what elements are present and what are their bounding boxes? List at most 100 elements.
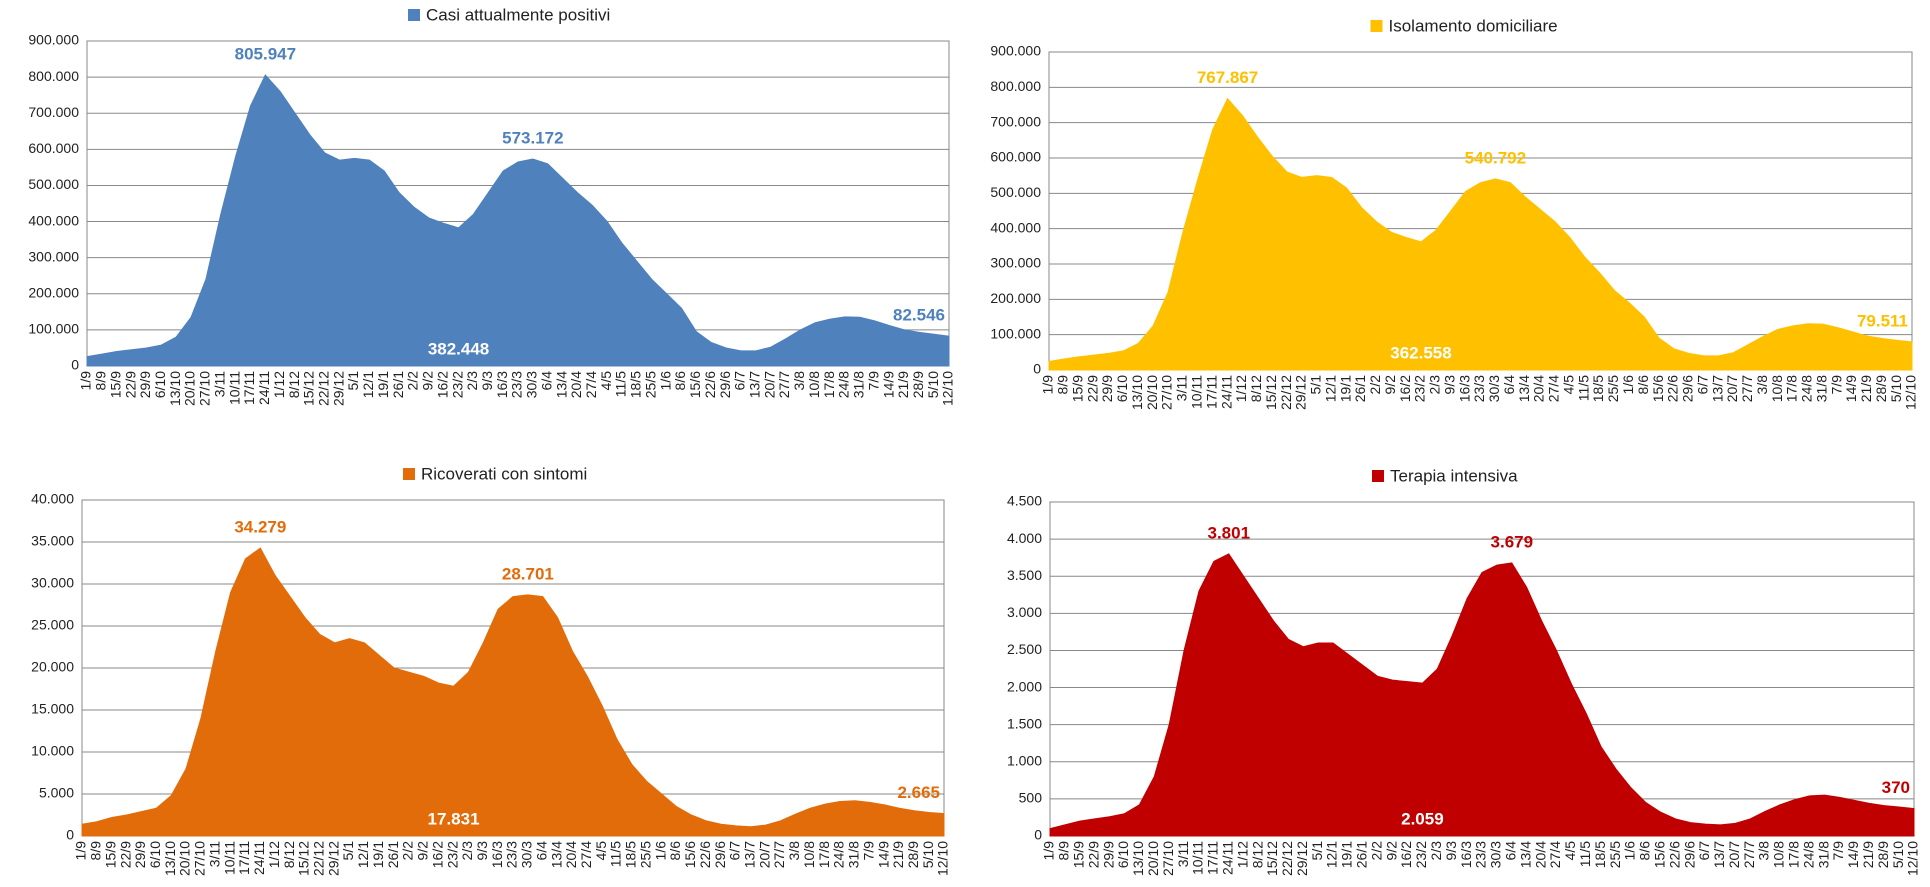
x-tick-label: 29/9	[137, 371, 153, 398]
y-tick-label: 35.000	[31, 533, 74, 549]
value-label: 382.448	[428, 339, 489, 358]
x-tick-label: 29/12	[1293, 375, 1309, 410]
x-tick-label: 5/10	[1888, 375, 1904, 402]
x-tick-label: 14/9	[1845, 841, 1861, 868]
y-tick-label: 900.000	[990, 43, 1041, 59]
x-tick-label: 19/1	[1339, 841, 1355, 868]
x-tick-label: 6/4	[1502, 841, 1518, 861]
value-label: 370	[1882, 778, 1910, 797]
x-tick-label: 1/9	[1041, 841, 1057, 861]
x-tick-label: 15/9	[102, 841, 118, 868]
x-tick-label: 15/6	[1651, 841, 1667, 868]
y-tick-label: 300.000	[990, 255, 1041, 271]
x-tick-label: 2/2	[1368, 841, 1384, 861]
y-tick-label: 10.000	[31, 743, 74, 759]
x-tick-label: 16/3	[494, 371, 510, 398]
x-tick-label: 13/4	[1517, 841, 1533, 868]
x-tick-label: 12/1	[1322, 375, 1338, 402]
x-tick-label: 15/12	[1264, 841, 1280, 876]
x-tick-label: 5/1	[340, 841, 356, 861]
x-tick-label: 19/1	[370, 841, 386, 868]
x-tick-label: 13/7	[746, 371, 762, 398]
y-tick-label: 900.000	[28, 32, 79, 48]
x-tick-label: 23/3	[1473, 841, 1489, 868]
y-tick-label: 200.000	[28, 284, 79, 300]
x-tick-label: 3/11	[1175, 841, 1191, 867]
x-tick-label: 31/8	[851, 371, 867, 398]
x-tick-label: 23/2	[1412, 375, 1428, 402]
x-tick-label: 5/10	[1890, 841, 1906, 868]
x-tick-label: 18/5	[1592, 841, 1608, 868]
x-tick-label: 31/8	[846, 841, 862, 868]
x-tick-label: 2/3	[1427, 375, 1443, 395]
x-tick-label: 21/9	[1860, 841, 1876, 868]
area	[86, 74, 950, 367]
y-tick-label: 700.000	[990, 113, 1041, 129]
x-tick-label: 9/3	[479, 371, 495, 391]
x-tick-label: 27/4	[583, 371, 599, 398]
x-tick-label: 1/6	[657, 371, 673, 391]
x-tick-label: 6/7	[727, 841, 743, 861]
x-tick-label: 17/8	[821, 371, 837, 398]
x-tick-label: 29/9	[1100, 841, 1116, 868]
x-tick-label: 5/1	[1309, 841, 1325, 861]
x-tick-label: 22/6	[1665, 375, 1681, 402]
x-tick-label: 24/8	[831, 841, 847, 868]
x-tick-label: 23/3	[504, 841, 520, 868]
area	[1048, 97, 1913, 371]
x-tick-label: 16/2	[1397, 375, 1413, 402]
y-tick-label: 400.000	[990, 219, 1041, 235]
x-tick-label: 2/3	[459, 841, 475, 861]
x-tick-label: 29/12	[325, 841, 341, 876]
x-tick-label: 24/11	[1218, 375, 1234, 409]
x-tick-label: 10/11	[221, 841, 237, 875]
x-tick-label: 24/8	[1800, 841, 1816, 868]
legend-label: Isolamento domiciliare	[1389, 16, 1558, 35]
value-label: 2.059	[1401, 809, 1444, 828]
x-tick-label: 15/6	[1650, 375, 1666, 402]
y-tick-label: 500.000	[28, 176, 79, 192]
x-tick-label: 29/12	[330, 371, 346, 406]
x-tick-label: 10/8	[1769, 375, 1785, 402]
x-tick-label: 11/5	[608, 841, 624, 867]
x-tick-label: 7/9	[865, 371, 881, 391]
x-tick-label: 3/11	[206, 841, 222, 867]
x-tick-label: 8/6	[1637, 841, 1653, 861]
x-tick-label: 11/5	[1575, 375, 1591, 401]
value-label: 79.511	[1857, 311, 1908, 330]
x-tick-label: 16/3	[1456, 375, 1472, 402]
x-tick-label: 16/3	[489, 841, 505, 868]
x-tick-label: 22/6	[697, 841, 713, 868]
x-tick-label: 22/12	[1279, 841, 1295, 876]
x-tick-label: 17/11	[1205, 841, 1221, 875]
y-tick-label: 20.000	[31, 659, 74, 675]
x-tick-label: 3/8	[1756, 841, 1772, 861]
x-tick-label: 6/4	[533, 841, 549, 861]
x-tick-label: 13/7	[1711, 841, 1727, 868]
x-tick-label: 22/9	[117, 841, 133, 868]
x-tick-label: 26/1	[385, 841, 401, 868]
x-tick-label: 8/9	[88, 841, 104, 861]
x-tick-label: 4/5	[598, 371, 614, 391]
x-tick-label: 23/2	[1413, 841, 1429, 868]
y-tick-label: 700.000	[28, 104, 79, 120]
x-tick-label: 12/1	[360, 371, 376, 398]
x-tick-label: 10/8	[1771, 841, 1787, 868]
x-tick-label: 22/6	[1666, 841, 1682, 868]
y-tick-label: 600.000	[28, 140, 79, 156]
x-tick-label: 27/10	[192, 841, 208, 876]
x-tick-label: 1/6	[1622, 841, 1638, 861]
x-tick-label: 26/1	[390, 371, 406, 398]
y-tick-label: 5.000	[39, 785, 74, 801]
x-tick-label: 8/12	[1249, 841, 1265, 868]
value-label: 82.546	[893, 306, 945, 325]
x-tick-label: 12/10	[1903, 375, 1919, 410]
x-tick-label: 28/9	[905, 841, 921, 868]
x-tick-label: 20/7	[1726, 841, 1742, 868]
value-label: 573.172	[502, 129, 563, 148]
x-tick-label: 13/7	[741, 841, 757, 868]
x-tick-label: 31/8	[1815, 841, 1831, 868]
x-tick-label: 9/3	[1443, 841, 1459, 861]
x-tick-label: 30/3	[524, 371, 540, 398]
